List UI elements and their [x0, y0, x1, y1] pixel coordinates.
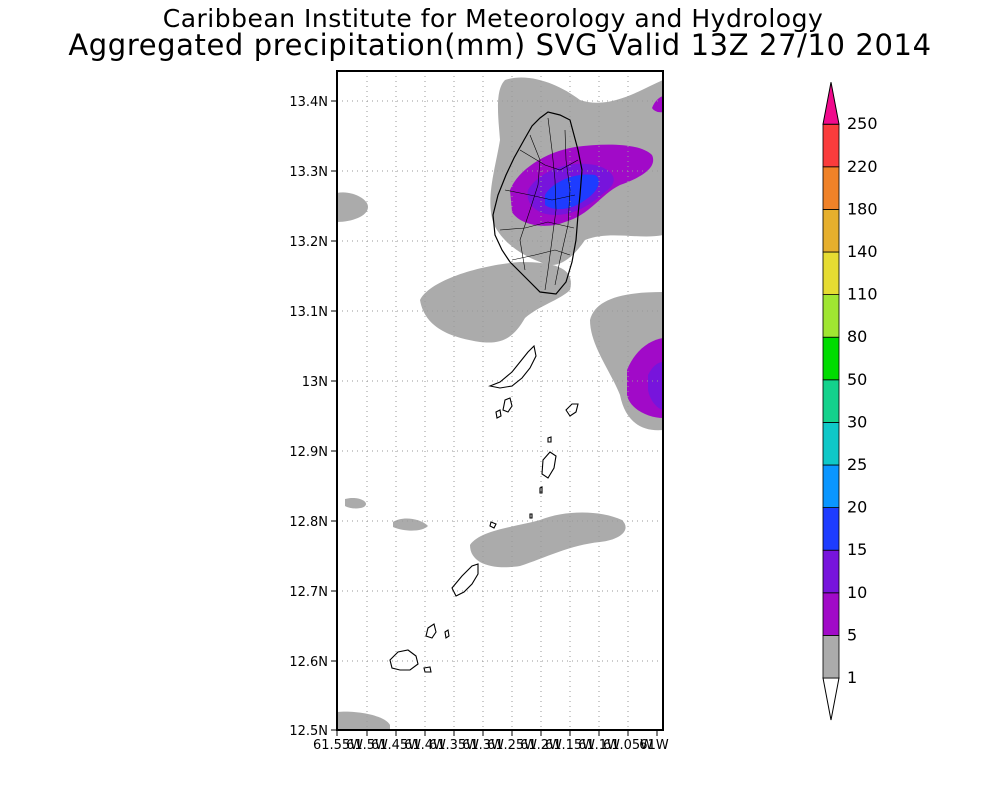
- colorbar-level-label: 5: [847, 625, 857, 644]
- lat-label: 12.8N: [289, 515, 328, 530]
- colorbar-level-label: 30: [847, 412, 867, 431]
- lat-label: 13.2N: [289, 235, 328, 250]
- colorbar-level-label: 25: [847, 455, 867, 474]
- lon-label: 61W: [639, 738, 669, 753]
- lon-label: 61.2W: [520, 738, 562, 753]
- colorbar-level-label: 10: [847, 583, 867, 602]
- precip-shading: [337, 77, 663, 730]
- colorbar-swatch: [822, 123, 840, 168]
- lon-label: 61.1W: [578, 738, 620, 753]
- precip-area-gray: [420, 262, 571, 343]
- precip-area-gray: [345, 497, 366, 509]
- lon-label: 61.55W: [313, 738, 363, 753]
- colorbar-upper-triangle: [822, 82, 840, 125]
- lat-label: 13.4N: [289, 95, 328, 110]
- colorbar-level-label: 50: [847, 370, 867, 389]
- colorbar-swatch: [822, 592, 840, 636]
- colorbar-level-label: 1: [847, 668, 857, 687]
- lon-label: 61.45W: [371, 738, 421, 753]
- lat-label: 13.1N: [289, 305, 328, 320]
- precip-area-blue: [545, 174, 599, 210]
- lat-label: 12.6N: [289, 655, 328, 670]
- colorbar-level-label: 250: [847, 114, 878, 133]
- lon-label: 61.25W: [487, 738, 537, 753]
- lon-label: 61.05W: [603, 738, 653, 753]
- coastline-grenadines: [389, 344, 579, 673]
- precip-area-gray: [470, 512, 626, 568]
- colorbar-swatch: [822, 251, 840, 295]
- lat-label: 12.9N: [289, 445, 328, 460]
- chart-title: Caribbean Institute for Meteorology and …: [162, 4, 824, 33]
- precip-area-violet: [648, 362, 663, 410]
- colorbar-swatch: [822, 294, 840, 338]
- colorbar-level-label: 80: [847, 327, 867, 346]
- colorbar-level-label: 140: [847, 242, 878, 261]
- lon-axis: 61.55W 61.5W 61.45W 61.4W 61.35W 61.3W 6…: [313, 730, 669, 753]
- colorbar-swatch: [822, 635, 840, 679]
- lon-label: 61.35W: [429, 738, 479, 753]
- lon-label: 61.3W: [462, 738, 504, 753]
- precip-area-gray: [337, 192, 368, 222]
- lon-label: 61.5W: [346, 738, 388, 753]
- lon-label: 61.4W: [404, 738, 446, 753]
- lat-label: 12.7N: [289, 585, 328, 600]
- colorbar-swatch: [822, 549, 840, 594]
- colorbar-level-label: 220: [847, 157, 878, 176]
- colorbar-level-label: 15: [847, 540, 867, 559]
- colorbar-swatch: [822, 208, 840, 253]
- colorbar-swatch: [822, 379, 840, 423]
- plot-frame: [336, 70, 664, 731]
- colorbar-swatch: [822, 421, 840, 466]
- colorbar-level-label: 180: [847, 199, 878, 218]
- precip-area-gray: [337, 711, 390, 730]
- lat-label: 13.3N: [289, 165, 328, 180]
- colorbar-swatch: [822, 166, 840, 210]
- colorbar-swatch: [822, 336, 840, 381]
- colorbar-swatch: [822, 464, 840, 508]
- precip-area-gray: [393, 518, 428, 531]
- chart-subtitle: Aggregated precipitation(mm) SVG Valid 1…: [68, 28, 932, 62]
- colorbar-swatch: [822, 507, 840, 551]
- lon-label: 61.15W: [545, 738, 595, 753]
- colorbar-level-label: 110: [847, 285, 878, 304]
- precip-area-purple: [652, 96, 663, 113]
- lat-label: 12.5N: [289, 724, 328, 739]
- coastline-st-vincent: [492, 111, 583, 295]
- lat-axis: 13.4N 13.3N 13.2N 13.1N 13N 12.9N 12.8N …: [289, 95, 337, 739]
- colorbar-lower-triangle: [822, 677, 840, 721]
- lat-label: 13N: [302, 375, 328, 390]
- colorbar-level-label: 20: [847, 498, 867, 517]
